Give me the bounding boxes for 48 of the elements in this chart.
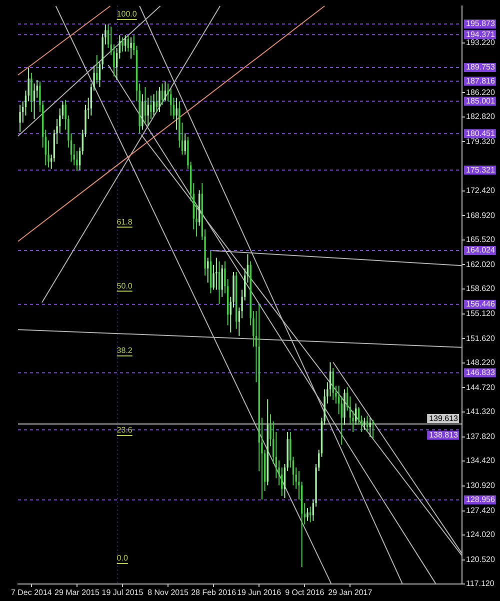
ref-line-label: 180.451	[466, 128, 496, 138]
y-tick-label: 168.920	[466, 210, 496, 220]
x-tick-label: 29 Jan 2017	[328, 588, 373, 598]
ref-line-label: 146.833	[466, 368, 496, 377]
annotation: 38.2	[116, 346, 133, 356]
ref-line-label: 185.001	[466, 96, 496, 106]
y-tick-label: 182.820	[466, 112, 496, 122]
y-tick-label: 151.620	[466, 334, 496, 343]
y-tick-label: 165.520	[466, 235, 496, 244]
y-tick-label: 172.420	[466, 186, 496, 195]
y-tick-label: 179.320	[466, 136, 496, 146]
ref-line-label: 195.873	[466, 19, 496, 28]
y-tick-label: 193.220	[466, 38, 496, 48]
ref-line-label: 189.753	[466, 62, 496, 72]
ref-line-label: 156.446	[466, 300, 496, 309]
x-tick-label: 8 Nov 2015	[148, 588, 190, 598]
y-tick-label: 141.320	[466, 407, 496, 416]
y-tick-label: 186.220	[466, 88, 496, 97]
x-tick-label: 28 Feb 2016	[191, 588, 237, 598]
y-tick-label: 130.920	[466, 481, 496, 490]
ref-line-label: 139.613	[429, 414, 459, 423]
y-tick-label: 124.020	[466, 530, 496, 540]
annotation: 23.6	[116, 426, 133, 435]
ref-line-label: 194.371	[466, 30, 496, 39]
ref-line-label: 187.816	[466, 76, 496, 86]
annotation: 61.8	[116, 217, 133, 226]
x-tick-label: 7 Dec 2014	[10, 588, 52, 598]
y-tick-label: 134.420	[466, 456, 496, 466]
y-tick-label: 137.820	[466, 432, 496, 442]
ref-line-label: 138.813	[429, 430, 459, 440]
y-tick-label: 127.420	[466, 506, 496, 515]
annotation: 0.0	[116, 554, 128, 563]
y-tick-label: 120.520	[466, 555, 496, 564]
x-tick-label: 19 Jun 2016	[237, 588, 282, 598]
y-tick-label: 158.620	[466, 284, 496, 294]
ref-line-label: 175.321	[466, 165, 496, 174]
x-tick-label: 29 Mar 2015	[54, 588, 100, 598]
y-tick-label: 144.720	[466, 382, 496, 392]
ref-line-label: 164.024	[466, 246, 496, 255]
x-tick-label: 9 Oct 2016	[285, 588, 325, 598]
y-tick-label: 155.120	[466, 308, 496, 318]
ref-line-label: 128.956	[466, 495, 496, 504]
annotation: 100.0	[116, 10, 138, 19]
y-tick-label: 148.220	[466, 358, 496, 368]
y-tick-label: 117.120	[466, 579, 495, 588]
x-tick-label: 19 Jul 2015	[102, 588, 144, 598]
annotation: 50.0	[116, 281, 133, 290]
y-tick-label: 162.020	[466, 260, 496, 269]
